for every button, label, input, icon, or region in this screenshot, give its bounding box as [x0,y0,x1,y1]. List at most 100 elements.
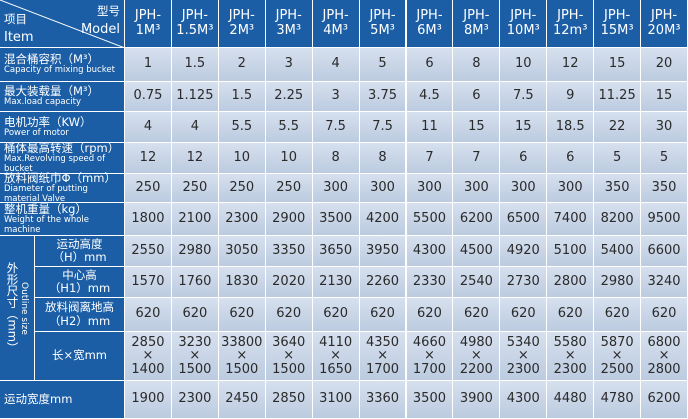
value-text: 2300 [225,210,259,226]
value-text: 620 [276,306,302,322]
value-text: 15 [468,118,485,134]
value-text: 620 [323,306,349,322]
value-text: 2980 [600,273,634,289]
diagonal [0,0,125,48]
value-text: 5580 [553,334,587,350]
row-label: 整机重量（kg） Weight of the whole machine [0,201,125,236]
value-text: 6 [472,88,481,104]
model-text: 1M³ [135,22,161,38]
value-text: 1800 [131,210,165,226]
value-cell: 2450 [218,381,266,419]
value-cell: 5.5 [265,112,313,143]
value-cell: 620 [218,298,266,332]
row-label: 放料阀纸巾Φ（mm） Diameter of putting material V… [0,170,125,203]
value-cell: 30 [641,112,688,143]
value-cell: 12 [125,143,172,174]
value-cell: 5 [594,143,642,174]
value-cell: 250 [171,174,219,203]
value-text: × [564,348,576,364]
label-zh: 桶体最高转速（rpm） [4,140,120,155]
value-cell: 3240 [641,267,688,298]
value-cell: 2550 [125,236,172,267]
item-zh: 项目 [4,12,27,27]
value-text: 8 [378,149,387,165]
value-cell: 1 [125,48,172,82]
value-text: 2020 [272,273,306,289]
row-label: 桶体最高转速（rpm） Max.Revolving speed of bucket [0,140,125,174]
value-cell: 300 [359,174,407,203]
row-label: 放料阀离地高 （H2）mm [35,298,125,332]
label-zh: 运动高度 [56,236,103,251]
value-cell: 620 [547,298,595,332]
value-cell: 2730 [500,267,548,298]
value-text: 6 [519,149,528,165]
value-text: 300 [323,179,349,195]
value-cell: 1570 [125,267,172,298]
value-text: 7 [472,149,481,165]
model-text: JPH- [463,7,490,23]
value-text: 8 [331,149,340,165]
value-cell: 6800 × 2800 [641,332,688,381]
model-text: 12m³ [552,22,588,38]
model-en: Model [80,21,120,37]
value-text: 1400 [131,361,165,377]
value-cell: 4 [125,112,172,143]
value-cell: 5.5 [218,112,266,143]
value-cell: 8 [453,48,501,82]
value-cell: 5870 × 2500 [594,332,642,381]
value-cell: 1800 [125,203,172,236]
value-text: 6600 [647,242,681,258]
value-cell: 3360 [359,381,407,419]
value-cell: 2130 [312,267,360,298]
value-text: 2980 [178,242,212,258]
group-en: Outline size [18,281,29,335]
model-header: JPH- 15M³ [594,0,642,48]
value-cell: 8200 [594,203,642,236]
label-zh: 运动宽度mm [4,391,73,406]
value-text: 2130 [319,273,353,289]
value-cell: 300 [547,174,595,203]
value-text: 1.5 [184,56,206,72]
model-header: JPH- 2M³ [218,0,266,48]
value-cell: 8 [312,143,360,174]
label-zh: 放料阀纸巾Φ（mm） [4,170,116,185]
value-text: 5340 [506,334,540,350]
value-text: 6 [566,149,575,165]
value-cell: 2300 [171,381,219,419]
label-zh: 整机重量（kg） [4,201,87,216]
value-text: 8200 [600,210,634,226]
value-cell: 6200 [453,203,501,236]
value-text: 620 [604,306,630,322]
value-cell: 7.5 [312,112,360,143]
value-cell: 22 [594,112,642,143]
row-label: 运动宽度mm [0,381,125,419]
value-cell: 620 [406,298,454,332]
value-text: 1.125 [176,88,214,104]
value-text: 9500 [647,210,681,226]
value-text: 6200 [459,210,493,226]
model-header: JPH- 10M³ [500,0,548,48]
value-text: 2 [237,56,246,72]
model-text: JPH- [416,7,443,23]
model-text: JPH- [322,7,349,23]
value-text: 10 [515,56,532,72]
model-header: JPH- 6M³ [406,0,454,48]
row-label: 电机功率（KW） Power of motor [0,112,125,143]
item-en: Item [4,29,34,45]
label-en: Max.load capacity [4,97,82,108]
value-text: 15 [515,118,532,134]
value-text: 250 [229,179,255,195]
value-cell: 2330 [406,267,454,298]
value-text: 250 [135,179,161,195]
value-text: 7.5 [512,88,534,104]
value-cell: 5500 [406,203,454,236]
value-text: 5 [378,56,387,72]
value-text: 4500 [459,242,493,258]
model-text: 6M³ [417,22,442,38]
value-text: 5 [659,149,669,165]
value-text: 3 [331,88,340,104]
value-cell: 10 [218,143,266,174]
value-text: 620 [463,306,489,322]
value-cell: 18.5 [547,112,595,143]
value-text: 620 [651,306,677,322]
